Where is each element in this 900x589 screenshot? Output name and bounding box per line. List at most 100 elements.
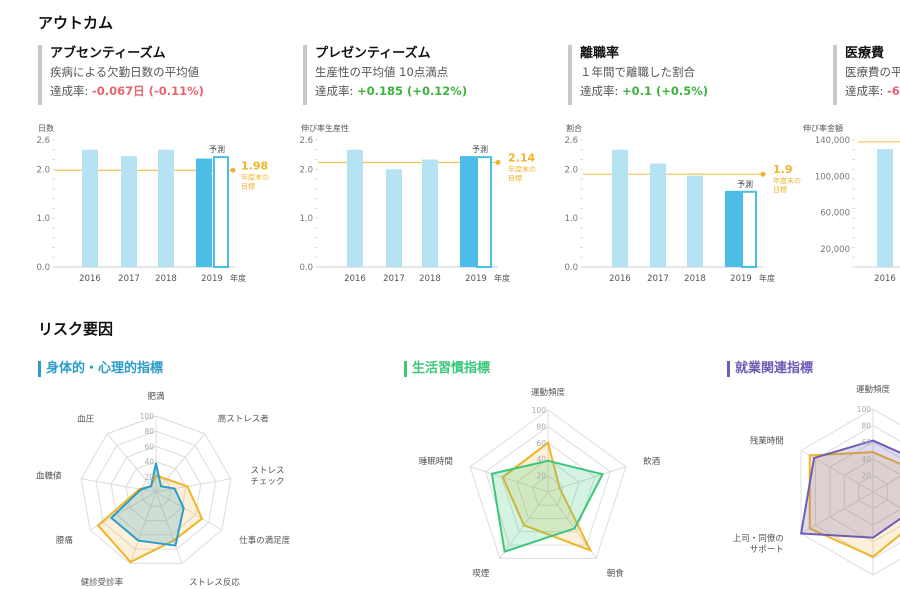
grid-ring	[140, 476, 172, 507]
series-actual-area	[490, 459, 605, 554]
kpi-achievement: 達成率: -60	[845, 81, 900, 101]
target-marker	[760, 171, 766, 177]
bar-2017	[386, 169, 402, 267]
bar-2016	[347, 149, 363, 267]
bar-2018	[422, 159, 438, 267]
axis-label: 仕事の満足度	[239, 535, 291, 546]
bar-2019	[725, 190, 741, 267]
target-value-label: 1.9	[773, 163, 793, 176]
radial-tick-label: 60	[861, 438, 871, 447]
axis-label: チェック	[251, 477, 285, 487]
risk-group-work-title: 就業関連指標	[727, 360, 813, 378]
kpi-presenteeism[interactable]: プレゼンティーズム 生産性の平均値 10点満点 達成率: +0.185 (+0.…	[303, 45, 543, 105]
kpi-achievement: 達成率: -0.067日 (-0.11%)	[50, 81, 278, 101]
axis-label: 健診受診率	[81, 577, 124, 588]
series-actual-area	[799, 439, 900, 539]
radial-tick-label: 100	[857, 405, 872, 414]
grid-ring	[80, 415, 232, 564]
grid-spoke	[129, 491, 157, 564]
x-tick-label: 2017	[383, 274, 405, 284]
group-title-text: 就業関連指標	[735, 361, 814, 376]
radial-tick-label: 40	[536, 455, 546, 464]
kpi-name: 医療費	[845, 46, 885, 61]
x-tick-label: 2019	[730, 274, 752, 284]
x-tick-label: 2017	[118, 274, 140, 284]
kpi-description: 疾病による欠勤日数の平均値	[50, 65, 200, 79]
accent-bar	[404, 361, 407, 377]
y-tick-label: 0.0	[36, 263, 50, 273]
grid-ring	[469, 409, 627, 559]
grid-spoke	[155, 491, 223, 531]
y-tick-label: 0.0	[564, 263, 578, 273]
kpi-name: プレゼンティーズム	[315, 46, 431, 61]
axis-label: 腰痛	[56, 535, 74, 546]
y-axis-label: 割合	[566, 123, 582, 133]
grid-spoke	[81, 478, 157, 493]
radial-tick-label: 80	[144, 427, 154, 436]
x-tick-label: 2017	[647, 274, 669, 284]
risk-group-lifestyle-title: 生活習慣指標	[404, 360, 490, 378]
axis-label: 朝食	[607, 568, 625, 579]
kpi-medical-cost[interactable]: 医療費 医療費の平均 達成率: -60	[833, 45, 900, 105]
forecast-label: 予測	[737, 179, 753, 189]
radial-tick-label: 60	[144, 442, 154, 451]
grid-ring	[485, 425, 611, 546]
kpi-name: アブセンティーズム	[50, 46, 166, 61]
target-caption-line1: 年度末の	[773, 176, 801, 185]
axis-label: サポート	[750, 545, 784, 555]
grid-spoke	[547, 466, 627, 493]
y-tick-label: 100,000	[815, 172, 850, 182]
y-tick-label: 2.0	[299, 165, 313, 175]
kpi-name: 離職率	[580, 46, 620, 61]
target-value-label: 1.98	[241, 159, 268, 172]
y-axis-label: 日数	[38, 123, 54, 133]
y-tick-label: 140,000	[815, 136, 850, 146]
y-axis-label: 伸び率金額	[803, 123, 843, 133]
kpi-absenteeism[interactable]: アブセンティーズム 疾病による欠勤日数の平均値 達成率: -0.067日 (-0…	[38, 45, 278, 105]
y-tick-label: 2.0	[36, 165, 50, 175]
group-title-text: 身体的・心理的指標	[46, 361, 164, 376]
axis-label: 肥満	[147, 392, 165, 402]
bar-2018	[158, 149, 174, 267]
kpi-rate-label: 達成率:	[845, 84, 888, 98]
forecast-bar	[476, 156, 492, 268]
kpi-achievement: 達成率: +0.185 (+0.12%)	[315, 81, 543, 101]
axis-label: 運動頻度	[531, 387, 566, 398]
grid-spoke	[800, 491, 874, 534]
forecast-bar	[213, 156, 229, 268]
y-tick-label: 20,000	[820, 245, 850, 255]
x-tick-label: 2016	[874, 274, 896, 284]
grid-ring	[125, 461, 187, 522]
accent-bar	[38, 361, 41, 377]
x-tick-label: 2019	[465, 274, 487, 284]
grid-spoke	[155, 478, 231, 493]
axis-label: 上司・同僚の	[733, 533, 784, 544]
axis-label: 血圧	[77, 413, 95, 424]
kpi-rate-label: 達成率:	[580, 84, 623, 98]
kpi-turnover-rate[interactable]: 離職率 １年間で離職した割合 達成率: +0.1 (+0.5%)	[568, 45, 808, 105]
grid-ring	[516, 458, 580, 520]
axis-label: 高ストレス者	[218, 413, 270, 424]
y-tick-label: 2.6	[299, 136, 313, 146]
target-caption-line1: 年度末の	[508, 164, 536, 173]
kpi-rate-value: +0.1 (+0.5%)	[622, 84, 709, 98]
risk-section-title: リスク要因	[38, 320, 114, 338]
grid-spoke	[155, 491, 183, 564]
kpi-achievement: 達成率: +0.1 (+0.5%)	[580, 81, 808, 101]
y-tick-label: 0.0	[299, 263, 313, 273]
axis-label: 飲酒	[643, 456, 661, 467]
x-tick-label: 2016	[79, 274, 101, 284]
axis-label: 運動頻度	[856, 384, 891, 395]
grid-spoke	[800, 450, 874, 493]
axis-label: 睡眠時間	[419, 457, 453, 467]
target-marker	[495, 159, 501, 165]
grid-spoke	[872, 491, 900, 509]
axis-label: 喫煙	[472, 568, 490, 579]
series-actual-area	[109, 462, 185, 547]
medical-cost-bar-chart: 伸び率金額 20,000 60,000 100,000 140,000 2016	[803, 123, 900, 284]
series-target-area	[808, 451, 900, 558]
